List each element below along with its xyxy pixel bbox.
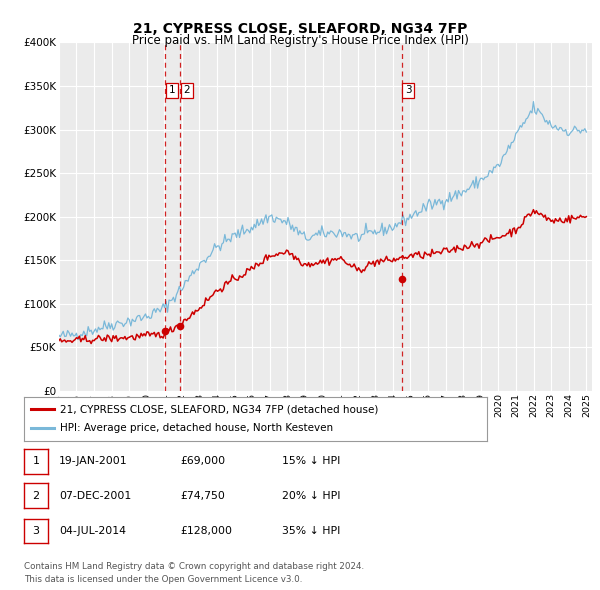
Text: £74,750: £74,750 bbox=[180, 491, 225, 500]
Text: 1: 1 bbox=[169, 86, 175, 96]
Text: 21, CYPRESS CLOSE, SLEAFORD, NG34 7FP (detached house): 21, CYPRESS CLOSE, SLEAFORD, NG34 7FP (d… bbox=[60, 404, 379, 414]
Text: £69,000: £69,000 bbox=[180, 457, 225, 466]
Text: 21, CYPRESS CLOSE, SLEAFORD, NG34 7FP: 21, CYPRESS CLOSE, SLEAFORD, NG34 7FP bbox=[133, 22, 467, 37]
Text: 2: 2 bbox=[32, 491, 40, 500]
Text: 3: 3 bbox=[32, 526, 40, 536]
Text: 1: 1 bbox=[32, 457, 40, 466]
Text: 04-JUL-2014: 04-JUL-2014 bbox=[59, 526, 126, 536]
Text: 35% ↓ HPI: 35% ↓ HPI bbox=[282, 526, 340, 536]
Text: 20% ↓ HPI: 20% ↓ HPI bbox=[282, 491, 341, 500]
Text: 2: 2 bbox=[184, 86, 190, 96]
Text: 19-JAN-2001: 19-JAN-2001 bbox=[59, 457, 127, 466]
Text: 15% ↓ HPI: 15% ↓ HPI bbox=[282, 457, 340, 466]
Text: 07-DEC-2001: 07-DEC-2001 bbox=[59, 491, 131, 500]
Text: 3: 3 bbox=[405, 86, 412, 96]
Text: HPI: Average price, detached house, North Kesteven: HPI: Average price, detached house, Nort… bbox=[60, 424, 333, 434]
Text: Contains HM Land Registry data © Crown copyright and database right 2024.
This d: Contains HM Land Registry data © Crown c… bbox=[24, 562, 364, 584]
Text: £128,000: £128,000 bbox=[180, 526, 232, 536]
Text: Price paid vs. HM Land Registry's House Price Index (HPI): Price paid vs. HM Land Registry's House … bbox=[131, 34, 469, 47]
